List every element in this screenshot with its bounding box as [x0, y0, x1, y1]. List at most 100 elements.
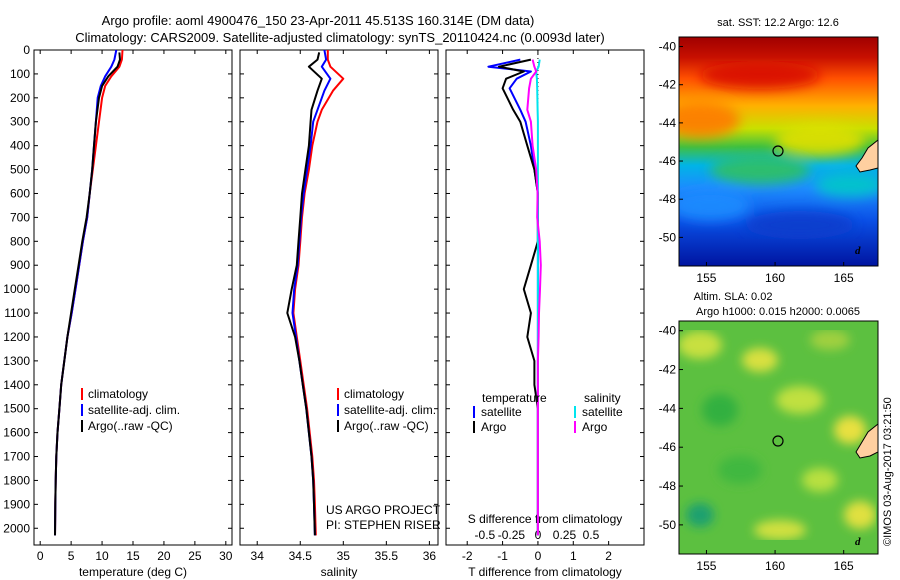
x-tick-label: 2: [605, 549, 612, 563]
y-tick-label: 1400: [3, 378, 30, 392]
salinity-legend-item: Argo: [582, 420, 608, 434]
sla-map-title-1: Altim. SLA: 0.02: [694, 291, 773, 303]
argo-legend-item: Argo(..raw -QC): [344, 419, 429, 433]
y-tick-label: 1200: [3, 330, 30, 344]
y-tick-label: 500: [10, 163, 30, 177]
y-tick-label: 900: [10, 258, 30, 272]
top-tick-label: 0.5: [583, 528, 600, 542]
climatology-legend-item: climatology: [88, 387, 148, 401]
map-x-tick-label: 165: [834, 559, 854, 573]
x-tick-label: 1: [570, 549, 577, 563]
x-tick-label: -2: [462, 549, 473, 563]
top-tick-label: -0.25: [498, 528, 526, 542]
difference-panel: -2 -1 0 1 2 T difference from climatology S di…: [445, 49, 645, 579]
temperature-panel: 0 5 10 15 20 25 30 temperature (deg C) 0 100 200 30…: [3, 43, 233, 579]
map-x-tick-label: 155: [696, 559, 716, 573]
x-tick-label: 34: [251, 549, 265, 563]
y-tick-label: 300: [10, 115, 30, 129]
x-axis-label: temperature (deg C): [79, 565, 187, 579]
plot-frame: [33, 49, 233, 546]
y-tick-label: 100: [10, 67, 30, 81]
float-position-marker: [772, 435, 784, 447]
argo-legend-item: Argo(..raw -QC): [88, 419, 173, 433]
y-tick-label: 0: [23, 43, 30, 57]
header-line-1: Argo profile: aoml 4900476_150 23-Apr-20…: [102, 13, 535, 28]
map-y-tick-label: -44: [659, 116, 677, 130]
salinity-legend-title: salinity: [584, 391, 621, 405]
float-position-marker: [772, 145, 784, 157]
temperature-legend-title: temperature: [482, 391, 547, 405]
map-y-tick-label: -48: [659, 479, 677, 493]
y-tick-label: 1800: [3, 473, 30, 487]
salinity-panel: 34 34.5 35 35.5 36 salinity climatology satelli…: [239, 49, 439, 579]
sla-corner-label: d: [855, 536, 861, 548]
header-line-2: Climatology: CARS2009. Satellite-adjuste…: [75, 30, 604, 45]
x-axis-label: T difference from climatology: [468, 565, 622, 579]
y-tick-label: 1700: [3, 450, 30, 464]
map-x-tick-label: 160: [765, 559, 785, 573]
map-y-tick-label: -40: [659, 324, 677, 338]
y-tick-label: 700: [10, 210, 30, 224]
map-y-tick-label: -44: [659, 401, 677, 415]
sst-map-title: sat. SST: 12.2 Argo: 12.6: [717, 17, 839, 29]
map-y-tick-label: -50: [659, 518, 677, 532]
x-axis-label: salinity: [321, 565, 358, 579]
imos-watermark: ©IMOS 03-Aug-2017 03:21:50: [882, 397, 894, 546]
plot-frame: [445, 49, 645, 546]
y-tick-label: 400: [10, 139, 30, 153]
satellite-legend-item: satellite-adj. clim.: [88, 403, 180, 417]
sla-map-title-2: Argo h1000: 0.015 h2000: 0.0065: [696, 306, 860, 318]
x-tick-label: 25: [188, 549, 202, 563]
sst-corner-label: d: [855, 245, 861, 257]
y-tick-label: 2000: [3, 521, 30, 535]
x-tick-label: 36: [423, 549, 437, 563]
temperature-legend-item: Argo: [481, 420, 507, 434]
climatology-legend-item: climatology: [344, 387, 404, 401]
x-tick-label: 10: [95, 549, 109, 563]
x-tick-label: 34.5: [289, 549, 313, 563]
series-line-argo-raw-qc-: [286, 52, 323, 536]
top-tick-label: 0.25: [553, 528, 577, 542]
x-tick-label: 20: [157, 549, 171, 563]
top-tick-label: -0.5: [475, 528, 496, 542]
series-line-argo: [526, 59, 542, 536]
x-tick-label: 15: [126, 549, 140, 563]
top-axis-label: S difference from climatology: [468, 512, 623, 526]
map-y-tick-label: -48: [659, 192, 677, 206]
x-tick-label: 35.5: [375, 549, 399, 563]
y-tick-label: 200: [10, 91, 30, 105]
y-tick-label: 1100: [4, 306, 30, 320]
x-tick-label: 0: [37, 549, 44, 563]
salinity-legend-item: satellite: [582, 405, 623, 419]
map-y-tick-label: -46: [659, 154, 677, 168]
sla-map: Altim. SLA: 0.02 Argo h1000: 0.015 h2000…: [659, 291, 879, 573]
y-tick-label: 1900: [3, 497, 30, 511]
plot-frame: [239, 49, 439, 546]
y-tick-label: 1000: [3, 282, 30, 296]
map-x-tick-label: 155: [696, 271, 716, 285]
map-y-tick-label: -46: [659, 440, 677, 454]
map-y-tick-label: -40: [659, 40, 677, 54]
map-y-tick-label: -42: [659, 78, 677, 92]
coastline: [855, 139, 878, 173]
x-tick-label: 30: [219, 549, 233, 563]
x-tick-label: 5: [68, 549, 75, 563]
x-tick-label: -1: [497, 549, 508, 563]
y-tick-label: 1500: [3, 402, 30, 416]
satellite-legend-item: satellite-adj. clim.: [344, 403, 436, 417]
series-line-argo-raw-qc-: [54, 52, 121, 536]
temperature-legend-item: satellite: [481, 405, 522, 419]
coastline: [855, 423, 878, 459]
sst-map: sat. SST: 12.2 Argo: 12.6 d 155 160 165 -40…: [659, 17, 879, 285]
y-tick-label: 1300: [3, 354, 30, 368]
x-tick-label: 35: [337, 549, 351, 563]
map-y-tick-label: -42: [659, 363, 677, 377]
y-tick-label: 800: [10, 234, 30, 248]
map-x-tick-label: 165: [834, 271, 854, 285]
pi-credit: PI: STEPHEN RISER: [326, 518, 441, 532]
project-credit: US ARGO PROJECT: [326, 503, 441, 517]
y-tick-label: 600: [10, 186, 30, 200]
x-tick-label: 0: [535, 549, 542, 563]
y-tick-label: 1600: [3, 426, 30, 440]
